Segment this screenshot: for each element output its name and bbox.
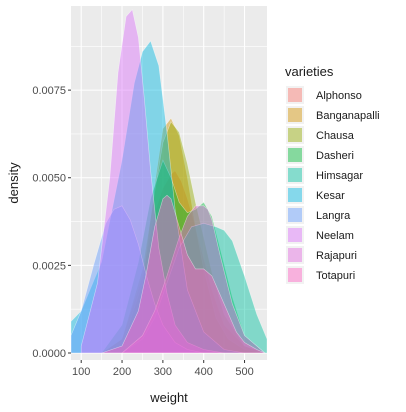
y-axis-ticks: 0.0000 0.0025 0.0050 0.0075: [32, 85, 71, 360]
x-tick-label: 100: [72, 366, 90, 378]
legend-label-rajapuri: Rajapuri: [316, 250, 357, 262]
x-axis-ticks: 100 200 300 400 500: [72, 360, 254, 378]
legend-swatch-kesar: [288, 188, 302, 202]
x-axis-title: weight: [149, 390, 188, 405]
legend-key-bg: [286, 226, 304, 244]
legend-swatch-alphonso: [288, 88, 302, 102]
x-tick-label: 300: [154, 366, 172, 378]
legend-swatch-langra: [288, 208, 302, 222]
legend-key-bg: [286, 106, 304, 124]
legend-title: varieties: [285, 64, 334, 79]
x-tick-label: 400: [195, 366, 213, 378]
legend-key-bg: [286, 126, 304, 144]
legend-swatch-neelam: [288, 228, 302, 242]
y-tick-label: 0.0050: [32, 173, 66, 185]
legend-key-bg: [286, 206, 304, 224]
legend-key-bg: [286, 146, 304, 164]
density-areas: [70, 8, 268, 354]
legend-label-neelam: Neelam: [316, 230, 354, 242]
y-tick-label: 0.0000: [32, 348, 66, 360]
legend-swatch-totapuri: [288, 268, 302, 282]
legend-swatch-chausa: [288, 128, 302, 142]
legend-key-bg: [286, 246, 304, 264]
legend-label-alphonso: Alphonso: [316, 90, 362, 102]
y-tick-label: 0.0075: [32, 85, 66, 97]
y-axis-title: density: [6, 162, 21, 204]
density-area-banganapalli: [101, 117, 266, 354]
legend-swatch-banganapalli: [288, 108, 302, 122]
legend-label-chausa: Chausa: [316, 130, 355, 142]
density-area-kesar: [70, 40, 245, 354]
plot-panel: [70, 6, 268, 360]
legend-label-totapuri: Totapuri: [316, 270, 355, 282]
legend-swatch-dasheri: [288, 148, 302, 162]
legend-label-kesar: Kesar: [316, 190, 345, 202]
x-tick-label: 500: [235, 366, 253, 378]
legend-label-himsagar: Himsagar: [316, 170, 363, 182]
y-tick-label: 0.0025: [32, 260, 66, 272]
density-area-totapuri: [101, 194, 266, 354]
legend-key-bg: [286, 86, 304, 104]
density-area-himsagar: [121, 222, 268, 354]
legend-swatch-himsagar: [288, 168, 302, 182]
density-area-langra: [70, 205, 204, 354]
legend-swatch-rajapuri: [288, 248, 302, 262]
legend-label-langra: Langra: [316, 210, 351, 222]
legend: varieties Alphonso Banganapalli Chausa Dash…: [285, 64, 380, 284]
legend-key-bg: [286, 166, 304, 184]
density-area-chausa: [100, 121, 266, 354]
legend-key-bg: [286, 266, 304, 284]
legend-label-dasheri: Dasheri: [316, 150, 354, 162]
density-area-neelam: [80, 8, 225, 354]
grid-minor: [71, 6, 267, 360]
legend-items: Alphonso Banganapalli Chausa Dasheri Himsaga…: [286, 86, 380, 284]
legend-key-bg: [286, 186, 304, 204]
x-tick-label: 200: [113, 366, 131, 378]
legend-label-banganapalli: Banganapalli: [316, 110, 380, 122]
